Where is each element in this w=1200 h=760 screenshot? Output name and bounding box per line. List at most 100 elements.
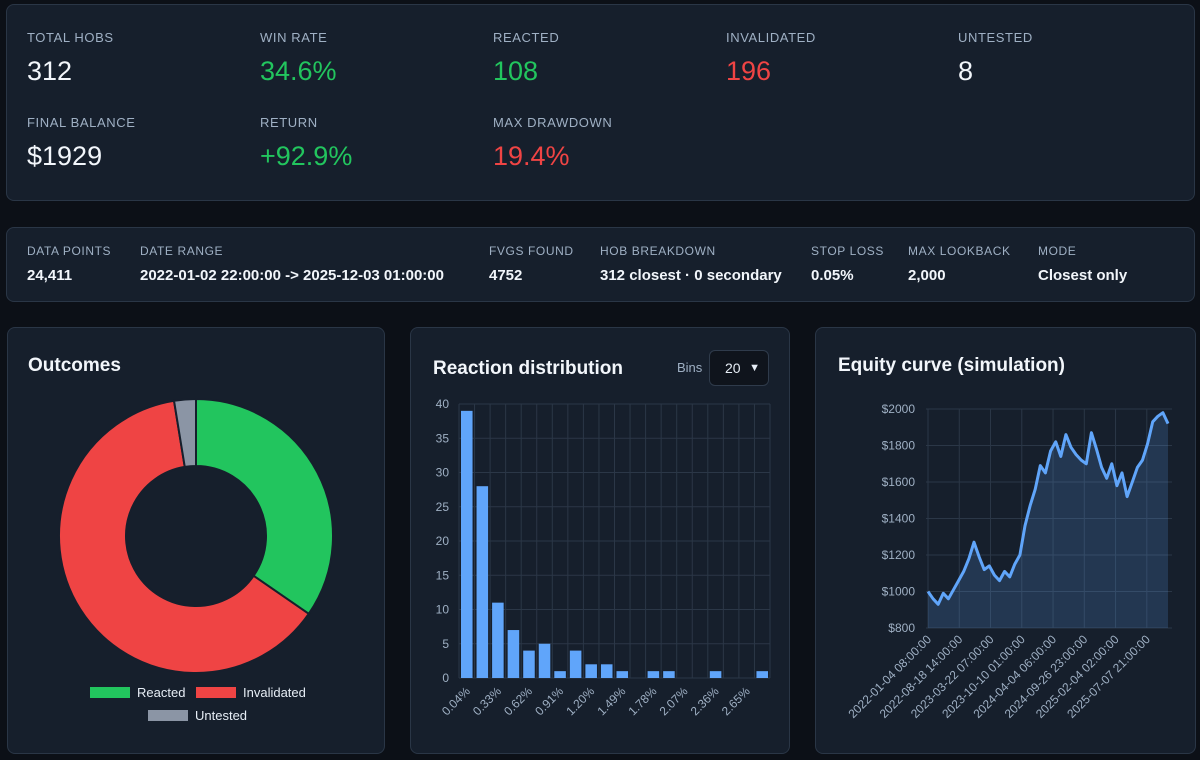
x-tick-label: 1.49% — [594, 684, 628, 718]
info-value: 4752 — [489, 267, 523, 284]
info-label: DATA POINTS — [27, 244, 112, 258]
y-tick-label: $2000 — [882, 402, 916, 416]
info-label: MAX LOOKBACK — [908, 244, 1011, 258]
histogram-bar — [647, 671, 660, 678]
histogram-bar — [600, 664, 613, 678]
equity-area-fill — [928, 412, 1168, 628]
histogram-bar — [585, 664, 597, 678]
stat-value: +92.9% — [260, 141, 353, 171]
stat-label: MAX DRAWDOWN — [493, 115, 613, 130]
bins-value: 20 — [725, 360, 741, 376]
info-fvgs-found: FVGS FOUND 4752 — [489, 244, 574, 284]
outcomes-title: Outcomes — [28, 355, 121, 376]
legend-label-untested: Untested — [195, 708, 247, 723]
stat-label: FINAL BALANCE — [27, 115, 136, 130]
histogram-bar — [569, 650, 582, 678]
equity-curve-chart: $800$1000$1200$1400$1600$1800$20002022-0… — [845, 402, 1172, 721]
y-tick-label: $1800 — [882, 439, 916, 453]
info-value: 2,000 — [908, 267, 946, 284]
y-tick-label: 30 — [436, 466, 450, 480]
x-tick-label: 1.20% — [563, 684, 597, 718]
reaction-title: Reaction distribution — [433, 358, 623, 379]
info-label: STOP LOSS — [811, 244, 884, 258]
bins-select[interactable]: 20 ▼ — [709, 350, 769, 386]
y-tick-label: $1600 — [882, 475, 916, 489]
stat-reacted: REACTED 108 — [493, 30, 559, 87]
histogram-bar — [756, 671, 768, 678]
stat-label: RETURN — [260, 115, 318, 130]
stat-untested: UNTESTED 8 — [958, 30, 1033, 87]
info-label: MODE — [1038, 244, 1077, 258]
y-tick-label: 20 — [436, 534, 450, 548]
x-tick-label: 2.65% — [719, 684, 753, 718]
stat-value: 108 — [493, 56, 539, 86]
reaction-histogram: 0 5 10 15 20 25 30 35 40 0.04%0.33%0.62%0.91%1.20… — [436, 397, 771, 718]
info-value: 0.05% — [811, 267, 854, 284]
donut-slice-invalidated — [58, 399, 311, 674]
outcomes-chart-card: Outcomes Reacted Invalidated Untested — [7, 327, 385, 754]
x-tick-label: 2.36% — [688, 684, 722, 718]
info-hob-breakdown: HOB BREAKDOWN 312 closest · 0 secondary — [600, 244, 782, 284]
stat-value: 19.4% — [493, 141, 570, 171]
info-value: Closest only — [1038, 267, 1128, 284]
stat-value: $1929 — [27, 141, 103, 171]
legend-swatch-invalidated — [196, 687, 236, 698]
info-value: 24,411 — [27, 267, 73, 284]
histogram-bar — [554, 671, 566, 678]
reaction-distribution-card: Reaction distribution Bins 20 ▼ 0 5 10 15 20… — [410, 327, 790, 754]
info-data-points: DATA POINTS 24,411 — [27, 244, 111, 284]
histogram-bar — [523, 650, 535, 678]
x-tick-label: 1.78% — [626, 684, 660, 718]
y-tick-label: 40 — [436, 397, 450, 411]
histogram-bar — [476, 486, 489, 678]
y-tick-label: $1400 — [882, 512, 916, 526]
y-tick-label: $1000 — [882, 585, 916, 599]
info-max-lookback: MAX LOOKBACK 2,000 — [908, 244, 1011, 284]
info-stop-loss: STOP LOSS 0.05% — [811, 244, 884, 284]
y-tick-label: 15 — [436, 568, 450, 582]
info-mode: MODE Closest only — [1038, 244, 1127, 284]
legend-label-reacted: Reacted — [137, 685, 185, 700]
info-label: FVGS FOUND — [489, 244, 574, 258]
x-tick-label: 0.91% — [532, 684, 566, 718]
info-value: 312 closest · 0 secondary — [600, 267, 782, 284]
legend-swatch-reacted — [90, 687, 130, 698]
donut-slice-reacted — [195, 397, 334, 616]
stat-max-drawdown: MAX DRAWDOWN 19.4% — [493, 115, 612, 172]
stat-total-hobs: TOTAL HOBS 312 — [27, 30, 114, 87]
histogram-bar — [538, 643, 551, 678]
histogram-bar — [461, 410, 473, 678]
x-tick-label: 0.33% — [470, 684, 504, 718]
x-tick-label: 2.07% — [657, 684, 691, 718]
info-date-range: DATE RANGE 2022-01-02 22:00:00 -> 2025-12… — [140, 244, 444, 284]
stat-value: 312 — [27, 56, 73, 86]
info-label: DATE RANGE — [140, 244, 224, 258]
stat-label: UNTESTED — [958, 30, 1033, 45]
histogram-bar — [616, 671, 629, 678]
x-tick-label: 0.62% — [501, 684, 535, 718]
info-label: HOB BREAKDOWN — [600, 244, 716, 258]
y-tick-label: 5 — [442, 637, 449, 651]
info-value: 2022-01-02 22:00:00 -> 2025-12-03 01:00:… — [140, 267, 444, 284]
stat-win-rate: WIN RATE 34.6% — [260, 30, 337, 87]
stat-invalidated: INVALIDATED 196 — [726, 30, 816, 87]
donut-slice-untested — [172, 397, 197, 469]
equity-line — [926, 411, 1170, 606]
x-tick-label: 0.04% — [439, 684, 473, 718]
stat-final-balance: FINAL BALANCE $1929 — [27, 115, 135, 172]
stat-label: INVALIDATED — [726, 30, 816, 45]
legend-swatch-untested — [148, 710, 188, 721]
histogram-bar — [663, 671, 675, 678]
histogram-bar — [492, 602, 504, 678]
y-tick-label: 0 — [442, 671, 449, 685]
y-tick-label: $1200 — [882, 548, 916, 562]
stat-value: 196 — [726, 56, 772, 86]
outcomes-donut-chart: Reacted Invalidated Untested — [58, 397, 334, 723]
bins-label: Bins — [677, 360, 703, 375]
stat-value: 34.6% — [260, 56, 337, 86]
stat-label: REACTED — [493, 30, 560, 45]
stat-label: WIN RATE — [260, 30, 328, 45]
chevron-down-icon: ▼ — [749, 362, 760, 374]
stat-return: RETURN +92.9% — [260, 115, 352, 172]
equity-title: Equity curve (simulation) — [838, 355, 1065, 376]
